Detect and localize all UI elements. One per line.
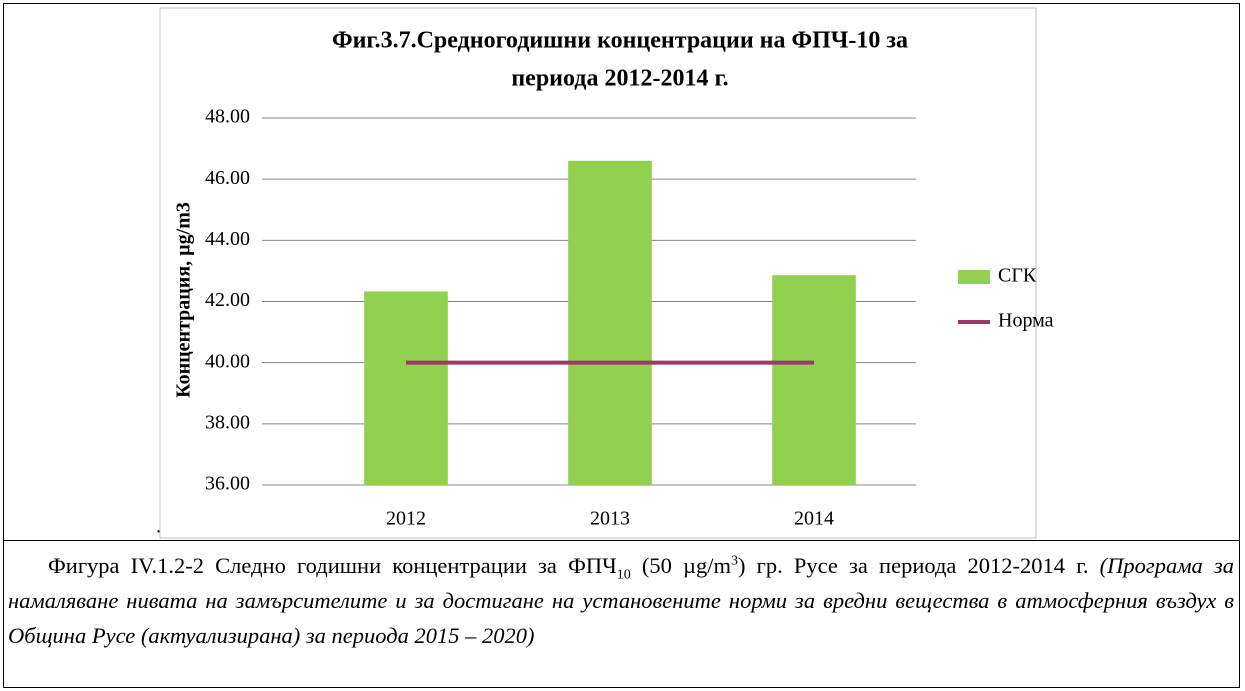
chart-title: Фиг.3.7.Средногодишни концентрации на ФП… xyxy=(332,28,908,54)
legend-label: Норма xyxy=(998,310,1054,332)
y-tick-label: 36.00 xyxy=(205,473,250,495)
x-tick-label: 2013 xyxy=(590,508,630,530)
caption-source: (Програма за намаляване нивата на замърс… xyxy=(8,553,1234,648)
y-tick-label: 42.00 xyxy=(205,289,250,311)
legend-swatch xyxy=(958,270,990,284)
table-border xyxy=(3,3,1240,688)
caption-sub: 10 xyxy=(616,567,631,583)
y-tick-label: 48.00 xyxy=(205,106,250,128)
y-tick-label: 40.00 xyxy=(205,350,250,372)
stray-mark: . xyxy=(156,516,161,538)
caption-text: Фигура IV.1.2-2 Следно годишни концентра… xyxy=(48,553,617,578)
bar xyxy=(772,275,856,485)
bar xyxy=(364,291,448,485)
caption-text: ) гр. Русе за периода 2012-2014 г. xyxy=(737,553,1100,578)
chart-border xyxy=(159,7,1037,539)
y-axis-title: Концентрация, µg/m3 xyxy=(173,202,195,398)
legend-label: СГК xyxy=(998,265,1037,287)
x-tick-label: 2014 xyxy=(794,508,834,530)
y-tick-label: 44.00 xyxy=(205,228,250,250)
y-tick-label: 46.00 xyxy=(205,167,250,189)
chart: Фиг.3.7.Средногодишни концентрации на ФП… xyxy=(156,7,1054,539)
bar xyxy=(568,160,652,486)
x-tick-label: 2012 xyxy=(386,508,426,530)
caption-text: (50 µg/m xyxy=(630,553,731,578)
y-tick-label: 38.00 xyxy=(205,411,250,433)
chart-title: периода 2012-2014 г. xyxy=(511,66,728,92)
row-separator xyxy=(3,540,1240,541)
caption-sup: 3 xyxy=(730,553,738,569)
caption: Фигура IV.1.2-2 Следно годишни концентра… xyxy=(8,548,1234,653)
